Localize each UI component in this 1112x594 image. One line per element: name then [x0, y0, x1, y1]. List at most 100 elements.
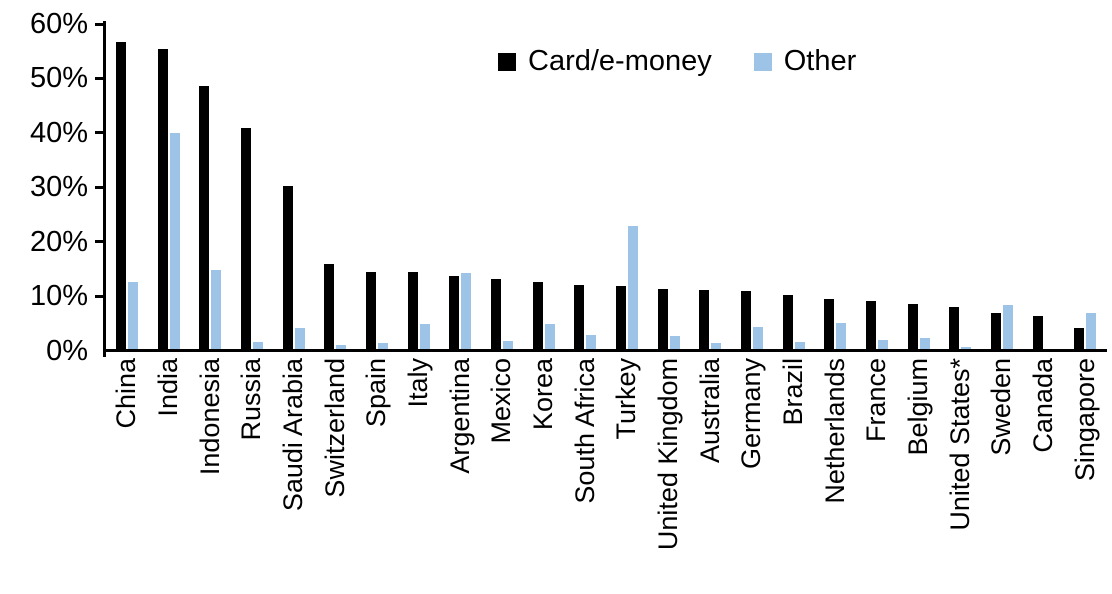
bar-card-e-money-south-africa — [574, 285, 585, 349]
x-axis-label-mexico: Mexico — [486, 358, 518, 594]
bar-card-e-money-india — [157, 48, 168, 349]
x-axis-label-text-canada: Canada — [1028, 358, 1058, 453]
bar-other-china — [127, 282, 138, 349]
x-axis-label-text-germany: Germany — [736, 358, 767, 470]
bar-other-brazil — [794, 342, 805, 349]
x-axis-label-sweden: Sweden — [986, 358, 1018, 594]
x-axis-label-text-indonesia: Indonesia — [194, 358, 225, 476]
x-axis-label-text-korea: Korea — [528, 358, 558, 431]
bar-card-e-money-sweden — [990, 313, 1001, 349]
bar-other-switzerland — [336, 344, 347, 349]
x-axis-label-text-france: France — [861, 358, 892, 443]
legend-swatch-card-e-money — [498, 52, 516, 71]
x-axis-label-text-turkey: Turkey — [611, 358, 642, 440]
y-axis-tick-60 — [95, 22, 104, 26]
x-axis-label-text-india: India — [153, 358, 183, 417]
legend-item-card-e-money: Card/e-money — [498, 45, 712, 78]
x-axis-label-south-africa: South Africa — [569, 358, 601, 594]
x-axis-label-text-mexico: Mexico — [486, 358, 517, 444]
x-axis-label-text-belgium: Belgium — [903, 358, 933, 456]
bar-card-e-money-saudi-arabia — [282, 186, 293, 349]
y-axis-tick-20 — [95, 240, 104, 244]
bar-card-e-money-argentina — [449, 276, 460, 349]
x-axis-label-turkey: Turkey — [611, 358, 643, 594]
y-axis-tick-10 — [95, 294, 104, 298]
bar-other-spain — [377, 343, 388, 349]
x-axis-label-text-switzerland: Switzerland — [319, 358, 350, 498]
x-axis-label-belgium: Belgium — [903, 358, 935, 594]
bar-other-united-states — [961, 347, 972, 349]
bar-other-argentina — [461, 273, 472, 349]
bar-other-france — [877, 340, 888, 349]
chart-legend: Card/e-money Other — [498, 45, 856, 78]
bar-card-e-money-united-kingdom — [657, 288, 668, 349]
bar-other-indonesia — [211, 270, 222, 349]
y-axis-tick-40 — [95, 131, 104, 135]
bar-card-e-money-australia — [699, 290, 710, 349]
legend-swatch-other — [753, 52, 772, 71]
x-axis-label-text-united-states: United States* — [944, 358, 975, 531]
bar-other-turkey — [627, 226, 638, 349]
x-axis-label-switzerland: Switzerland — [319, 358, 351, 594]
bar-other-italy — [419, 323, 430, 349]
x-axis-label-italy: Italy — [403, 358, 435, 594]
bar-card-e-money-united-states — [949, 306, 960, 349]
x-axis-label-india: India — [153, 358, 185, 594]
x-axis-label-text-italy: Italy — [403, 358, 433, 408]
y-axis-label-10: 10% — [29, 280, 88, 313]
bar-card-e-money-russia — [240, 128, 251, 349]
x-axis-label-saudi-arabia: Saudi Arabia — [278, 358, 310, 594]
x-axis-line — [103, 349, 1107, 352]
y-axis-line — [103, 21, 106, 357]
legend-label-other: Other — [783, 45, 857, 77]
bar-other-russia — [252, 342, 263, 349]
x-axis-label-indonesia: Indonesia — [194, 358, 226, 594]
bar-card-e-money-france — [865, 301, 876, 349]
x-axis-label-text-netherlands: Netherlands — [819, 358, 850, 504]
legend-item-other: Other — [753, 45, 857, 78]
bar-other-mexico — [502, 341, 513, 349]
bar-other-australia — [711, 343, 722, 349]
x-axis-label-text-australia: Australia — [694, 358, 725, 464]
bar-card-e-money-italy — [407, 272, 418, 349]
bar-other-singapore — [1086, 312, 1097, 349]
x-axis-label-canada: Canada — [1028, 358, 1060, 594]
y-axis-label-60: 60% — [29, 8, 88, 40]
bar-card-e-money-netherlands — [824, 298, 835, 349]
bar-other-sweden — [1002, 304, 1013, 349]
bar-other-south-africa — [586, 335, 597, 349]
bar-card-e-money-spain — [365, 272, 376, 349]
x-axis-label-text-china: China — [111, 358, 142, 429]
bar-other-saudi-arabia — [294, 328, 305, 349]
x-axis-label-text-brazil: Brazil — [778, 358, 808, 426]
x-axis-label-text-argentina: Argentina — [444, 358, 475, 474]
x-axis-label-spain: Spain — [361, 358, 393, 594]
x-axis-label-text-sweden: Sweden — [986, 358, 1017, 456]
bar-card-e-money-indonesia — [199, 85, 210, 349]
bar-card-e-money-canada — [1032, 316, 1043, 349]
x-axis-label-australia: Australia — [694, 358, 726, 594]
bar-other-germany — [752, 327, 763, 349]
y-axis-label-30: 30% — [29, 171, 88, 204]
y-axis-label-40: 40% — [29, 116, 88, 149]
x-axis-label-text-south-africa: South Africa — [569, 358, 600, 504]
x-axis-label-china: China — [111, 358, 143, 594]
bar-other-netherlands — [836, 322, 847, 349]
x-axis-label-korea: Korea — [528, 358, 560, 594]
x-axis-label-text-singapore: Singapore — [1069, 358, 1100, 482]
y-axis-tick-30 — [95, 185, 104, 189]
bar-card-e-money-belgium — [907, 304, 918, 349]
bar-card-e-money-germany — [740, 291, 751, 349]
bar-other-united-kingdom — [669, 335, 680, 349]
x-axis-label-text-spain: Spain — [361, 358, 392, 428]
x-axis-label-singapore: Singapore — [1069, 358, 1101, 594]
bar-other-belgium — [919, 337, 930, 349]
y-axis-label-0: 0% — [46, 334, 88, 367]
x-axis-label-text-saudi-arabia: Saudi Arabia — [278, 358, 308, 512]
bar-card-e-money-brazil — [782, 294, 793, 349]
x-axis-label-text-russia: Russia — [236, 358, 267, 441]
x-axis-label-argentina: Argentina — [444, 358, 476, 594]
bar-card-e-money-singapore — [1074, 327, 1085, 349]
x-axis-label-brazil: Brazil — [778, 358, 810, 594]
